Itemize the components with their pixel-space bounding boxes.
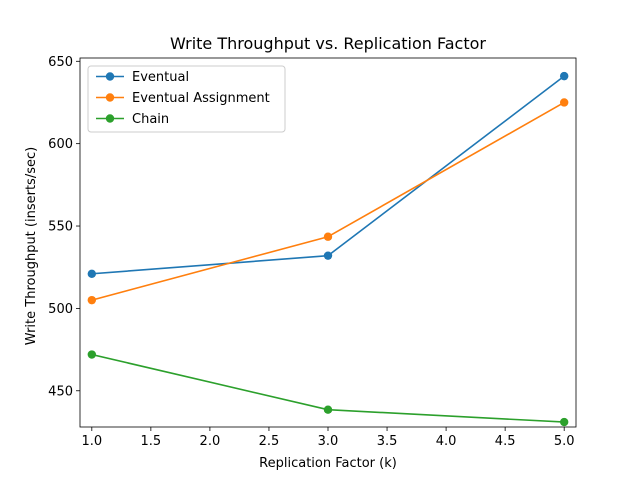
x-tick-label: 3.5 <box>377 434 398 449</box>
legend-marker-2 <box>105 93 115 102</box>
x-tick-label: 3.0 <box>318 434 339 449</box>
legend-marker-3 <box>105 114 115 123</box>
y-tick-label: 650 <box>48 55 73 70</box>
x-tick-label: 1.5 <box>141 434 162 449</box>
data-point-series-1 <box>87 269 97 278</box>
data-point-series-1 <box>559 71 569 81</box>
data-point-series-1 <box>323 251 333 260</box>
data-point-series-3 <box>559 417 569 427</box>
y-tick-label: 450 <box>48 384 73 399</box>
x-tick-label: 4.5 <box>495 434 516 449</box>
x-tick-label: 5.0 <box>554 434 575 449</box>
x-axis-title: Replication Factor (k) <box>259 456 397 471</box>
x-tick-label: 2.0 <box>200 434 221 449</box>
data-point-series-2 <box>559 98 569 107</box>
legend-label-1: Eventual <box>132 70 189 85</box>
data-point-series-2 <box>323 232 333 241</box>
x-tick-label: 4.0 <box>436 434 457 449</box>
legend-box <box>87 65 286 133</box>
data-point-series-3 <box>87 350 97 359</box>
y-tick-label: 600 <box>48 137 73 152</box>
legend: Eventual Eventual Assignment Chain <box>87 65 286 133</box>
y-axis-title: Write Throughput (inserts/sec) <box>24 147 39 345</box>
x-tick-label: 2.5 <box>259 434 280 449</box>
legend-label-3: Chain <box>132 112 169 127</box>
y-tick-label: 550 <box>48 220 73 235</box>
plot-area: 1.0 1.5 2.0 2.5 3.0 3.5 4.0 4.5 5.0 450 500 550 600 6… <box>48 55 577 449</box>
plot-frame <box>79 57 577 428</box>
data-point-series-2 <box>87 295 97 305</box>
legend-marker-1 <box>105 72 115 81</box>
y-tick-label: 500 <box>48 302 73 317</box>
chart-title: Write Throughput vs. Replication Factor <box>170 34 486 53</box>
legend-label-2: Eventual Assignment <box>132 91 270 106</box>
x-tick-label: 1.0 <box>81 434 102 449</box>
data-point-series-3 <box>323 405 333 414</box>
